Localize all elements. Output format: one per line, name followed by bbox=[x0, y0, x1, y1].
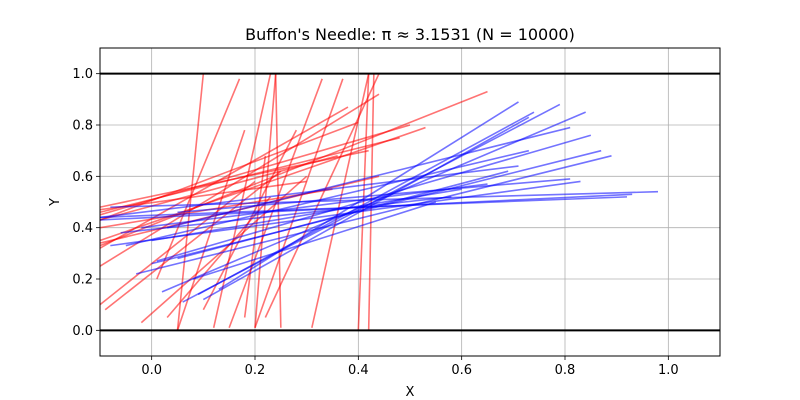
needles-layer bbox=[100, 73, 659, 331]
x-tick-label: 0.4 bbox=[348, 363, 369, 378]
x-axis-label: X bbox=[406, 385, 415, 400]
crossing-needle bbox=[104, 170, 282, 311]
non-crossing-needle bbox=[141, 183, 488, 229]
y-axis-label: Y bbox=[48, 198, 63, 207]
crossing-needle bbox=[100, 126, 426, 242]
non-crossing-needle bbox=[151, 188, 462, 242]
crossing-needle bbox=[166, 196, 272, 319]
non-crossing-needle bbox=[135, 155, 612, 275]
non-crossing-needle bbox=[166, 126, 571, 229]
y-tick-label: 0.8 bbox=[72, 119, 93, 134]
non-crossing-needle bbox=[218, 101, 519, 290]
plot-frame bbox=[99, 47, 721, 357]
y-tick-label: 0.0 bbox=[72, 324, 93, 339]
non-crossing-needle bbox=[192, 201, 437, 280]
crossing-needle bbox=[100, 90, 488, 247]
crossing-needle bbox=[357, 73, 370, 331]
x-tick-label: 0.0 bbox=[141, 363, 162, 378]
y-tick-label: 0.2 bbox=[72, 273, 93, 288]
non-crossing-needle bbox=[177, 170, 509, 260]
crossing-needle bbox=[254, 78, 344, 329]
y-tick-label: 1.0 bbox=[72, 67, 93, 82]
crossing-needle bbox=[264, 73, 380, 318]
crossing-needle bbox=[100, 180, 307, 211]
non-crossing-needle bbox=[125, 149, 530, 247]
crossing-needle bbox=[156, 78, 241, 280]
y-tick-label: 0.4 bbox=[72, 221, 93, 236]
non-crossing-needle bbox=[100, 165, 519, 219]
non-crossing-needle bbox=[197, 111, 535, 296]
boundary-lines bbox=[100, 72, 720, 332]
crossing-needle bbox=[100, 106, 349, 249]
crossing-needle bbox=[367, 73, 375, 331]
crossing-needle bbox=[243, 155, 267, 318]
crossing-needle bbox=[100, 93, 380, 267]
x-tick-label: 1.0 bbox=[658, 363, 679, 378]
axis-ticks: 0.0 0.2 0.4 0.6 0.8 1.0 0.0 0.2 0.4 0.6 0.8 1.0 bbox=[72, 67, 678, 378]
x-tick-label: 0.8 bbox=[555, 363, 576, 378]
chart-title: Buffon's Needle: π ≈ 3.1531 (N = 10000) bbox=[245, 25, 575, 44]
x-tick-label: 0.6 bbox=[451, 363, 472, 378]
non-crossing-needle bbox=[120, 196, 452, 234]
y-tick-label: 0.6 bbox=[72, 170, 93, 185]
non-crossing-needle bbox=[177, 178, 571, 214]
crossing-needle bbox=[100, 155, 338, 221]
x-tick-label: 0.2 bbox=[245, 363, 266, 378]
